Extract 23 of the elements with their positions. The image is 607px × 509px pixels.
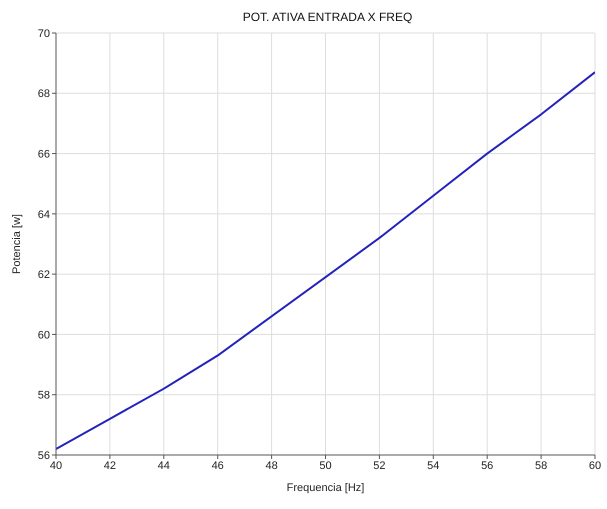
x-tick-label: 50 (319, 460, 332, 472)
x-tick-label: 44 (158, 460, 170, 472)
x-tick-label: 52 (373, 460, 386, 472)
x-tick-label: 54 (427, 460, 440, 472)
y-tick-label: 60 (38, 329, 50, 342)
y-tick-label: 62 (38, 269, 50, 282)
x-tick-label: 40 (50, 460, 62, 472)
y-tick-label: 64 (38, 208, 50, 221)
x-tick-label: 56 (481, 460, 494, 472)
x-tick-label: 46 (212, 460, 224, 472)
chart-title: POT. ATIVA ENTRADA X FREQ (242, 10, 414, 24)
y-tick-label: 66 (38, 148, 50, 160)
y-tick-label: 70 (38, 28, 50, 40)
x-tick-label: 58 (534, 460, 548, 472)
x-tick-label: 60 (588, 460, 602, 472)
y-tick-label: 58 (38, 390, 50, 402)
x-axis-title: Frequencia [Hz] (286, 482, 364, 494)
y-tick-label: 68 (38, 88, 50, 100)
y-tick-label: 56 (38, 450, 50, 462)
x-tick-label: 42 (104, 460, 116, 472)
x-tick-label: 48 (265, 460, 278, 472)
y-axis-title: Potencia [w] (10, 214, 23, 274)
line-series (56, 71, 595, 450)
